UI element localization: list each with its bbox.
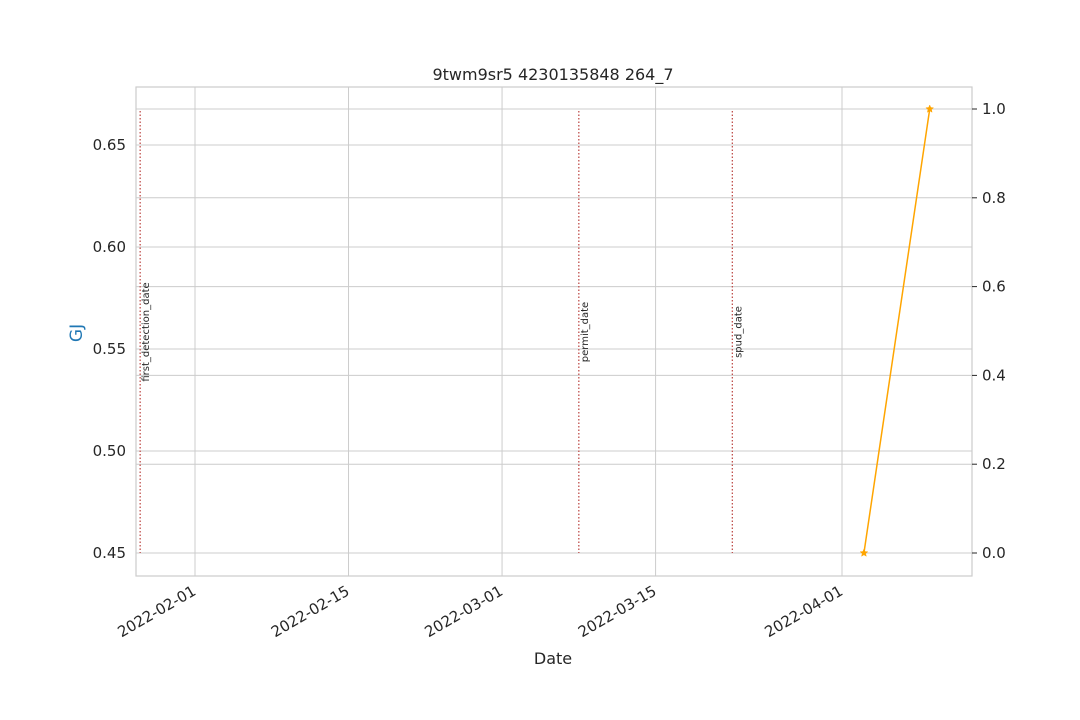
plot-frame xyxy=(135,86,973,577)
event-label: spud_date xyxy=(733,306,744,358)
data-series xyxy=(859,104,935,557)
grid xyxy=(136,87,972,576)
event-label: first_detection_date xyxy=(141,282,152,381)
y-right-tick-label: 0.8 xyxy=(982,189,1006,207)
x-axis-label: Date xyxy=(534,649,572,668)
y-left-axis-label: GJ xyxy=(67,324,87,342)
y-right-tick-label: 0.2 xyxy=(982,455,1006,473)
event-lines: first_detection_date permit_date spud_date xyxy=(139,111,744,553)
y-left-tick-label: 0.60 xyxy=(93,238,126,256)
y-left-tick-label: 0.50 xyxy=(93,442,126,460)
data-point-star xyxy=(859,548,869,557)
y-left-tick-label: 0.45 xyxy=(93,544,126,562)
y-left-axis-ticks: 0.45 0.50 0.55 0.60 0.65 xyxy=(93,136,126,562)
chart-title: 9twm9sr5 4230135848 264_7 xyxy=(432,65,673,85)
y-right-tick-label: 0.6 xyxy=(982,278,1006,296)
data-point-star xyxy=(925,104,935,113)
y-left-tick-label: 0.55 xyxy=(93,340,126,358)
y-left-tick-label: 0.65 xyxy=(93,136,126,154)
y-right-tick-label: 0.0 xyxy=(982,544,1006,562)
y-right-tick-label: 0.4 xyxy=(982,366,1006,384)
y-right-tick-label: 1.0 xyxy=(982,100,1006,118)
event-label: permit_date xyxy=(580,302,591,362)
series-line xyxy=(863,108,931,554)
y-right-axis-ticks: 0.0 0.2 0.4 0.6 0.8 1.0 xyxy=(972,100,1006,562)
